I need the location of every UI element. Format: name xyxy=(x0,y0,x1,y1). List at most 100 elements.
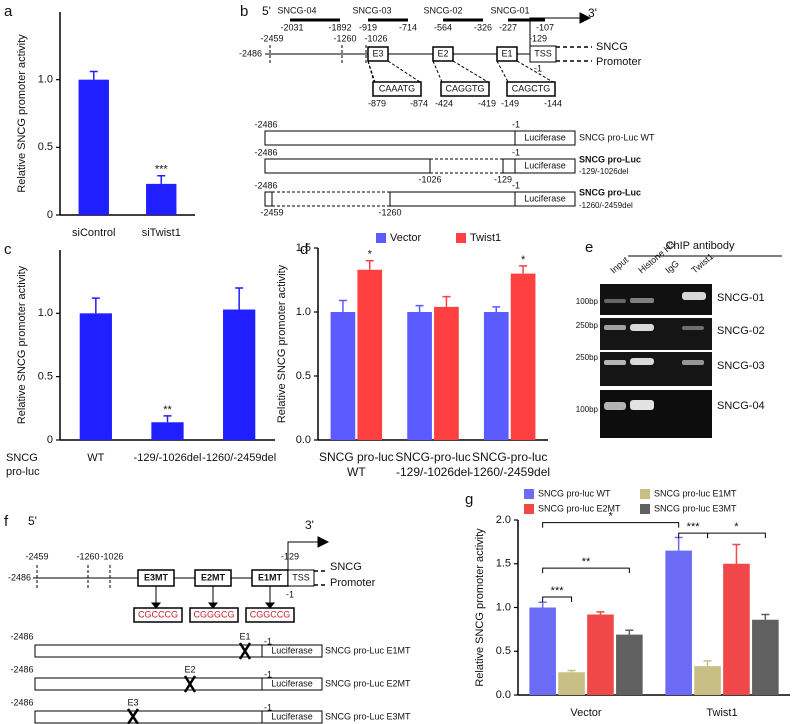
label: -2459 xyxy=(260,207,283,217)
label: SNCG-03 xyxy=(717,360,765,372)
label: SNCG pro-Luc xyxy=(579,154,641,164)
legend-swatch xyxy=(640,489,650,499)
bar xyxy=(665,550,692,695)
zoom-line xyxy=(387,60,421,83)
bar xyxy=(694,666,721,695)
label: Luciferase xyxy=(524,193,566,203)
error-bar xyxy=(163,415,172,423)
label: Promoter xyxy=(330,577,376,589)
label: -1892 xyxy=(328,22,351,32)
label: -1 xyxy=(512,119,520,129)
significance: * xyxy=(609,511,614,523)
significance: ** xyxy=(582,556,591,568)
error-bar xyxy=(625,629,634,635)
y-tick-label: 0.5 xyxy=(496,645,511,657)
bracket xyxy=(542,596,573,602)
zoom-line xyxy=(367,60,375,83)
error-bar xyxy=(567,669,576,673)
significance: * xyxy=(521,254,526,266)
label: TSS xyxy=(292,572,310,582)
error-bar xyxy=(415,304,424,312)
zoom-line xyxy=(516,60,554,83)
error-bar xyxy=(365,260,374,270)
label: -2459 xyxy=(25,551,48,561)
construct xyxy=(264,158,431,174)
construct xyxy=(389,191,516,207)
x-tick-label: siControl xyxy=(72,227,115,239)
label: 5' xyxy=(262,4,271,18)
y-tick-label: 0.5 xyxy=(38,141,53,153)
row-label: pro-luc xyxy=(6,466,40,478)
label: E1 xyxy=(239,631,250,641)
mutation-cross xyxy=(183,675,197,693)
gel-band xyxy=(604,325,626,330)
y-tick-label: 1.0 xyxy=(38,74,53,86)
label: 3' xyxy=(305,518,314,532)
luciferase-box xyxy=(514,130,576,146)
label: -144 xyxy=(544,98,562,108)
motif-box xyxy=(506,81,556,97)
x-tick-label: -129/-1026del xyxy=(134,452,202,464)
label: 3' xyxy=(588,6,597,20)
label: -129 xyxy=(494,174,512,184)
ebox xyxy=(432,46,454,62)
mutation-cross xyxy=(238,642,252,660)
label: -227 xyxy=(499,22,517,32)
label: E2MT xyxy=(201,572,226,582)
ebox xyxy=(367,46,389,62)
y-tick-label: 0 xyxy=(47,209,53,221)
label: -2031 xyxy=(280,22,303,32)
bar xyxy=(434,306,459,440)
y-tick-label: 2.0 xyxy=(496,514,511,526)
arrow-head xyxy=(207,602,219,609)
motif-box xyxy=(245,607,295,623)
label: -419 xyxy=(478,98,496,108)
promoter-map-b xyxy=(264,12,592,207)
arrow-head xyxy=(579,12,592,24)
label: -714 xyxy=(399,22,417,32)
bar xyxy=(79,313,112,440)
label: SNCG xyxy=(596,41,628,53)
error-bar xyxy=(442,295,451,307)
gel-band xyxy=(630,298,654,303)
error-bar xyxy=(235,287,244,310)
label: -1 xyxy=(264,636,272,646)
bar xyxy=(558,672,585,695)
label: SNCG pro-Luc xyxy=(579,187,641,197)
y-axis-title: Relative SNCG promoter activity xyxy=(276,264,288,423)
label: -2486 xyxy=(10,664,33,674)
x-tick-label: siTwist1 xyxy=(142,227,181,239)
x-tick-label: Twist1 xyxy=(706,707,737,719)
luciferase-box xyxy=(261,677,323,691)
label: -1 xyxy=(264,669,272,679)
bracket xyxy=(678,532,709,539)
label: -2486 xyxy=(254,119,277,129)
construct xyxy=(34,644,263,658)
label: SNCG pro-Luc E3MT xyxy=(325,711,411,721)
y-axis-title: Relative SNCG promoter activity xyxy=(16,34,28,193)
y-tick-label: 1.5 xyxy=(496,558,511,570)
tss-arrow xyxy=(529,17,580,46)
label: SNCG pro-Luc E1MT xyxy=(325,645,411,655)
bar xyxy=(407,312,432,440)
label: TSS xyxy=(534,48,552,58)
gel-band xyxy=(630,400,654,410)
label: CGGGCG xyxy=(193,609,234,619)
label: CGCCCG xyxy=(138,609,178,619)
error-bar xyxy=(89,70,98,80)
label: -2486 xyxy=(8,572,31,582)
luciferase-box xyxy=(514,158,576,174)
label: Input xyxy=(608,255,630,276)
label: IgG xyxy=(663,258,681,275)
label: -874 xyxy=(410,98,428,108)
label: E1 xyxy=(501,48,512,58)
x-tick-label: SNCG-pro-luc xyxy=(395,450,470,464)
motif-box xyxy=(440,81,490,97)
arrow-head xyxy=(317,536,330,548)
legend-swatch xyxy=(376,233,386,243)
panel-letter: a xyxy=(4,3,13,20)
significance: * xyxy=(368,249,373,261)
bar xyxy=(151,422,184,440)
error-bar xyxy=(338,299,347,312)
x-tick-label: WT xyxy=(87,452,104,464)
